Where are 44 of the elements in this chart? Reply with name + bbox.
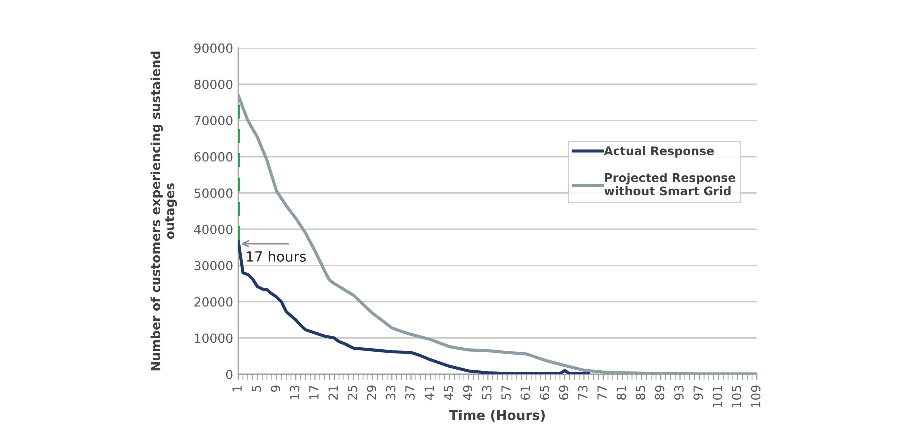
x-tick-label: 89	[655, 386, 665, 400]
x-tick-label: 69	[559, 386, 569, 400]
x-tick-label: 41	[424, 386, 434, 400]
x-tick-label: 73	[578, 386, 588, 400]
y-tick-label: 40000	[194, 224, 233, 234]
x-tick-label: 77	[598, 386, 607, 400]
y-axis-title: Number of customers experiencing sustaiend outages	[150, 52, 178, 371]
y-tick-label: 90000	[194, 44, 233, 54]
x-tick-label: 53	[482, 386, 492, 400]
x-tick-label: 81	[616, 386, 626, 400]
x-tick-label: 29	[367, 386, 377, 400]
x-tick-label: 105	[732, 386, 742, 408]
x-tick-label: 101	[712, 386, 722, 408]
y-tick-label: 80000	[194, 80, 233, 90]
legend-label: Actual Response	[604, 146, 714, 158]
y-tick-label: 0	[226, 370, 233, 380]
x-tick-label: 109	[751, 386, 761, 408]
x-tick-label: 21	[328, 386, 338, 400]
y-tick-label: 70000	[194, 116, 233, 126]
y-tick-label: 50000	[194, 188, 233, 198]
x-axis-title: Time (Hours)	[449, 410, 546, 422]
x-tick-label: 33	[386, 386, 396, 400]
x-tick-label: 61	[520, 386, 530, 400]
x-tick-label: 37	[405, 386, 415, 400]
x-tick-label: 49	[463, 386, 473, 400]
x-tick-label: 85	[636, 386, 646, 400]
legend-label: Projected Response without Smart Grid	[604, 173, 736, 196]
annotation: 17 hours	[247, 251, 306, 262]
y-tick-label: 10000	[195, 334, 233, 344]
x-tick-label: 57	[502, 386, 511, 400]
x-tick-label: 17	[310, 386, 319, 400]
x-tick-label: 97	[694, 386, 704, 400]
y-tick-label: 30000	[194, 261, 233, 271]
x-tick-label: 93	[674, 386, 684, 400]
y-tick-label: 60000	[194, 152, 233, 162]
x-tick-label: 5	[252, 386, 262, 392]
x-tick-label: 9	[271, 386, 280, 392]
y-tick-label: 20000	[194, 297, 233, 307]
x-tick-label: 45	[444, 386, 454, 400]
x-tick-label: 25	[348, 386, 358, 400]
x-tick-label: 13	[290, 386, 300, 400]
x-tick-label: 1	[232, 386, 242, 392]
line-series	[238, 238, 591, 374]
x-tick-label: 65	[540, 386, 550, 400]
